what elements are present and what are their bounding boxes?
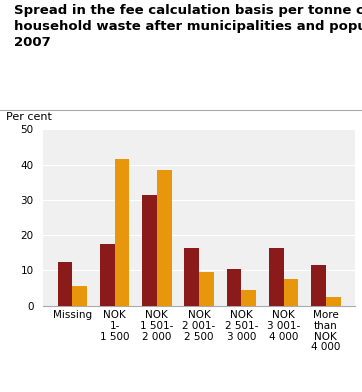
Bar bbox=[311, 265, 326, 306]
Text: Per cent: Per cent bbox=[6, 112, 52, 122]
Bar bbox=[142, 195, 157, 306]
Bar bbox=[58, 262, 72, 306]
Bar bbox=[115, 160, 129, 306]
Bar bbox=[326, 297, 341, 306]
Text: Spread in the fee calculation basis per tonne collected
household waste after mu: Spread in the fee calculation basis per … bbox=[14, 4, 362, 49]
Bar bbox=[100, 244, 115, 306]
Bar bbox=[283, 279, 298, 306]
Bar bbox=[241, 290, 256, 306]
Bar bbox=[157, 170, 172, 306]
Bar bbox=[199, 272, 214, 306]
Bar bbox=[72, 286, 87, 306]
Bar bbox=[269, 248, 283, 306]
Bar bbox=[184, 248, 199, 306]
Bar bbox=[227, 269, 241, 306]
